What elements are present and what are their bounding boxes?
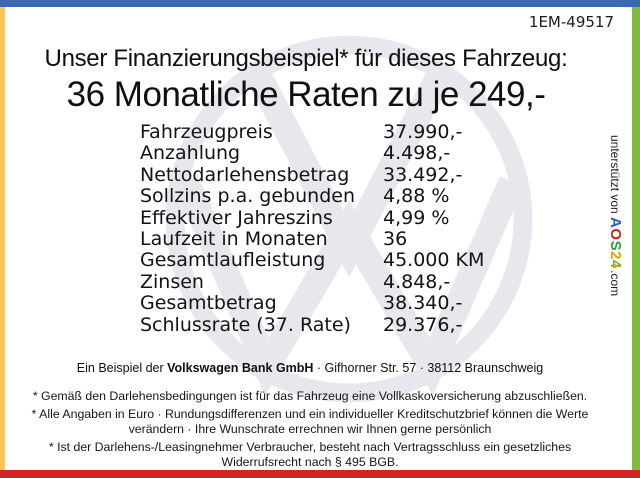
row-value: 33.492,- bbox=[383, 163, 463, 186]
supporter-suffix: .com bbox=[608, 270, 622, 297]
row-value: 38.340,- bbox=[383, 292, 463, 315]
row-label: Nettodarlehensbetrag bbox=[140, 163, 350, 186]
bank-name: Volkswagen Bank GmbH bbox=[167, 361, 314, 375]
row-value: 36 bbox=[383, 228, 408, 251]
row-label: Effektiver Jahreszins bbox=[140, 206, 333, 229]
star-icon: ✦ bbox=[609, 261, 620, 271]
footnote: * Gemäß den Darlehensbedingungen ist für… bbox=[32, 389, 588, 403]
row-label: Sollzins p.a. gebunden bbox=[140, 185, 355, 208]
table-row: Gesamtlaufleistung 45.000 KM bbox=[140, 249, 485, 272]
row-label: Laufzeit in Monaten bbox=[140, 228, 328, 251]
frame-bottom-bar bbox=[0, 470, 640, 478]
aos24-logo: AOS24 bbox=[607, 217, 624, 269]
table-row: Laufzeit in Monaten 36 bbox=[140, 228, 484, 251]
table-row: Anzahlung 4.498,- bbox=[140, 142, 484, 165]
title-block: Unser Finanzierungsbeispiel* für dieses … bbox=[10, 44, 602, 115]
bank-line-prefix: Ein Beispiel der bbox=[76, 361, 168, 375]
frame-top-bar bbox=[0, 0, 640, 7]
footnote: * Ist der Darlehens-/Leasingnehmer Verbr… bbox=[48, 440, 572, 469]
brand-letter: S bbox=[607, 240, 624, 252]
frame-right-bar bbox=[632, 7, 640, 470]
row-value: 4.498,- bbox=[383, 142, 451, 165]
table-row: Effektiver Jahreszins 4,99 % bbox=[140, 206, 484, 229]
finance-table: Fahrzeugpreis 37.990,- Anzahlung 4.498,- Net… bbox=[140, 121, 485, 336]
bank-disclaimer: Ein Beispiel der Volkswagen Bank GmbH · … bbox=[10, 361, 610, 375]
bank-line-suffix: · Gifhorner Str. 57 · 38112 Braunschweig bbox=[313, 361, 544, 375]
row-label: Anzahlung bbox=[140, 142, 241, 165]
table-row: Zinsen 4.848,- bbox=[140, 270, 484, 293]
row-label: Schlussrate (37. Rate) bbox=[140, 313, 351, 336]
frame-left-bar bbox=[0, 7, 5, 470]
reference-code: 1EM-49517 bbox=[528, 13, 614, 31]
supporter-prefix: unterstützt von bbox=[608, 135, 622, 218]
supporter-credit: unterstützt von AOS24✦.com bbox=[607, 135, 624, 355]
vw-logo-watermark-icon bbox=[165, 35, 533, 403]
footnote: * Alle Angaben in Euro · Rundungsdiffere… bbox=[31, 407, 589, 436]
brand-letter: O bbox=[607, 228, 624, 241]
footnotes: * Gemäß den Darlehensbedingungen ist für… bbox=[10, 389, 610, 473]
row-label: Zinsen bbox=[140, 270, 204, 293]
table-row: Nettodarlehensbetrag 33.492,- bbox=[140, 163, 484, 186]
brand-letter: A bbox=[607, 217, 624, 229]
table-row: Sollzins p.a. gebunden 4,88 % bbox=[140, 185, 484, 208]
row-label: Gesamtlaufleistung bbox=[140, 249, 326, 272]
row-value: 37.990,- bbox=[383, 121, 463, 143]
monthly-rate-headline: 36 Monatliche Raten zu je 249,- bbox=[66, 75, 546, 114]
row-value: 29.376,- bbox=[383, 313, 463, 336]
row-label: Gesamtbetrag bbox=[140, 292, 277, 315]
row-value: 45.000 KM bbox=[383, 249, 485, 272]
page-title: Unser Finanzierungsbeispiel* für dieses … bbox=[44, 45, 568, 72]
row-value: 4.848,- bbox=[383, 270, 451, 293]
row-label: Fahrzeugpreis bbox=[140, 121, 273, 143]
table-row: Gesamtbetrag 38.340,- bbox=[140, 292, 484, 315]
brand-letter: 2 bbox=[607, 251, 624, 260]
row-value: 4,88 % bbox=[383, 185, 450, 208]
table-row: Schlussrate (37. Rate) 29.376,- bbox=[140, 313, 484, 336]
table-row: Fahrzeugpreis 37.990,- bbox=[140, 121, 484, 143]
row-value: 4,99 % bbox=[383, 206, 450, 229]
